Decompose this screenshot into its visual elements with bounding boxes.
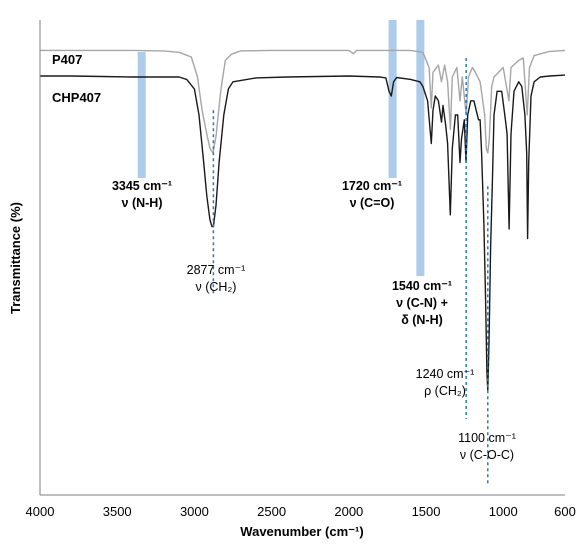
annotation-3345: 3345 cm⁻¹ ν (N-H) <box>112 179 172 210</box>
annotation-1240: 1240 cm⁻¹ ρ (CH₂) <box>416 367 475 398</box>
marker-lines <box>212 58 489 486</box>
x-tick-label-2000: 2000 <box>334 504 363 519</box>
series-label-p407: P407 <box>52 52 82 67</box>
annotation-1540: 1540 cm⁻¹ ν (C-N) + δ (N-H) <box>392 279 452 327</box>
annotation-2877: 2877 cm⁻¹ ν (CH₂) <box>187 263 246 294</box>
highlight-band-1540 <box>416 20 425 276</box>
annotation-line: 1540 cm⁻¹ <box>392 279 452 293</box>
highlight-band-1720 <box>388 20 397 178</box>
annotation-line: ρ (CH₂) <box>424 384 466 398</box>
annotation-line: ν (CH₂) <box>196 280 237 294</box>
y-axis-title: Transmittance (%) <box>8 202 23 314</box>
annotation-line: 1240 cm⁻¹ <box>416 367 475 381</box>
x-tick-labels: 4000 3500 3000 2500 2000 1500 1000 600 <box>26 504 576 519</box>
annotation-line: ν (N-H) <box>122 196 163 210</box>
annotation-1720: 1720 cm⁻¹ ν (C=O) <box>342 179 402 210</box>
annotation-line: 1100 cm⁻¹ <box>458 431 516 445</box>
highlight-bands <box>137 20 425 276</box>
annotation-line: ν (C=O) <box>350 196 395 210</box>
annotation-line: 1720 cm⁻¹ <box>342 179 402 193</box>
peak-annotations: 3345 cm⁻¹ ν (N-H) 2877 cm⁻¹ ν (CH₂) 1720 cm⁻… <box>112 179 516 462</box>
annotation-line: ν (C-N) + <box>396 296 448 310</box>
series-lines <box>40 49 566 392</box>
annotation-line: 3345 cm⁻¹ <box>112 179 172 193</box>
annotation-line: 2877 cm⁻¹ <box>187 263 246 277</box>
annotation-1100: 1100 cm⁻¹ ν (C-O-C) <box>458 431 516 462</box>
x-tick-label-1500: 1500 <box>412 504 441 519</box>
x-tick-label-600: 600 <box>554 504 576 519</box>
series-line-chp407 <box>40 74 566 392</box>
x-tick-label-1000: 1000 <box>489 504 518 519</box>
x-tick-label-2500: 2500 <box>257 504 286 519</box>
x-tick-label-3000: 3000 <box>180 504 209 519</box>
series-labels: P407 CHP407 <box>52 52 101 105</box>
annotation-line: ν (C-O-C) <box>460 448 514 462</box>
annotation-line: δ (N-H) <box>401 313 443 327</box>
series-line-p407 <box>40 49 566 154</box>
x-tick-label-4000: 4000 <box>26 504 55 519</box>
highlight-band-3345 <box>137 52 146 178</box>
series-label-chp407: CHP407 <box>52 90 101 105</box>
x-tick-label-3500: 3500 <box>103 504 132 519</box>
x-axis-title: Wavenumber (cm⁻¹) <box>240 524 363 539</box>
